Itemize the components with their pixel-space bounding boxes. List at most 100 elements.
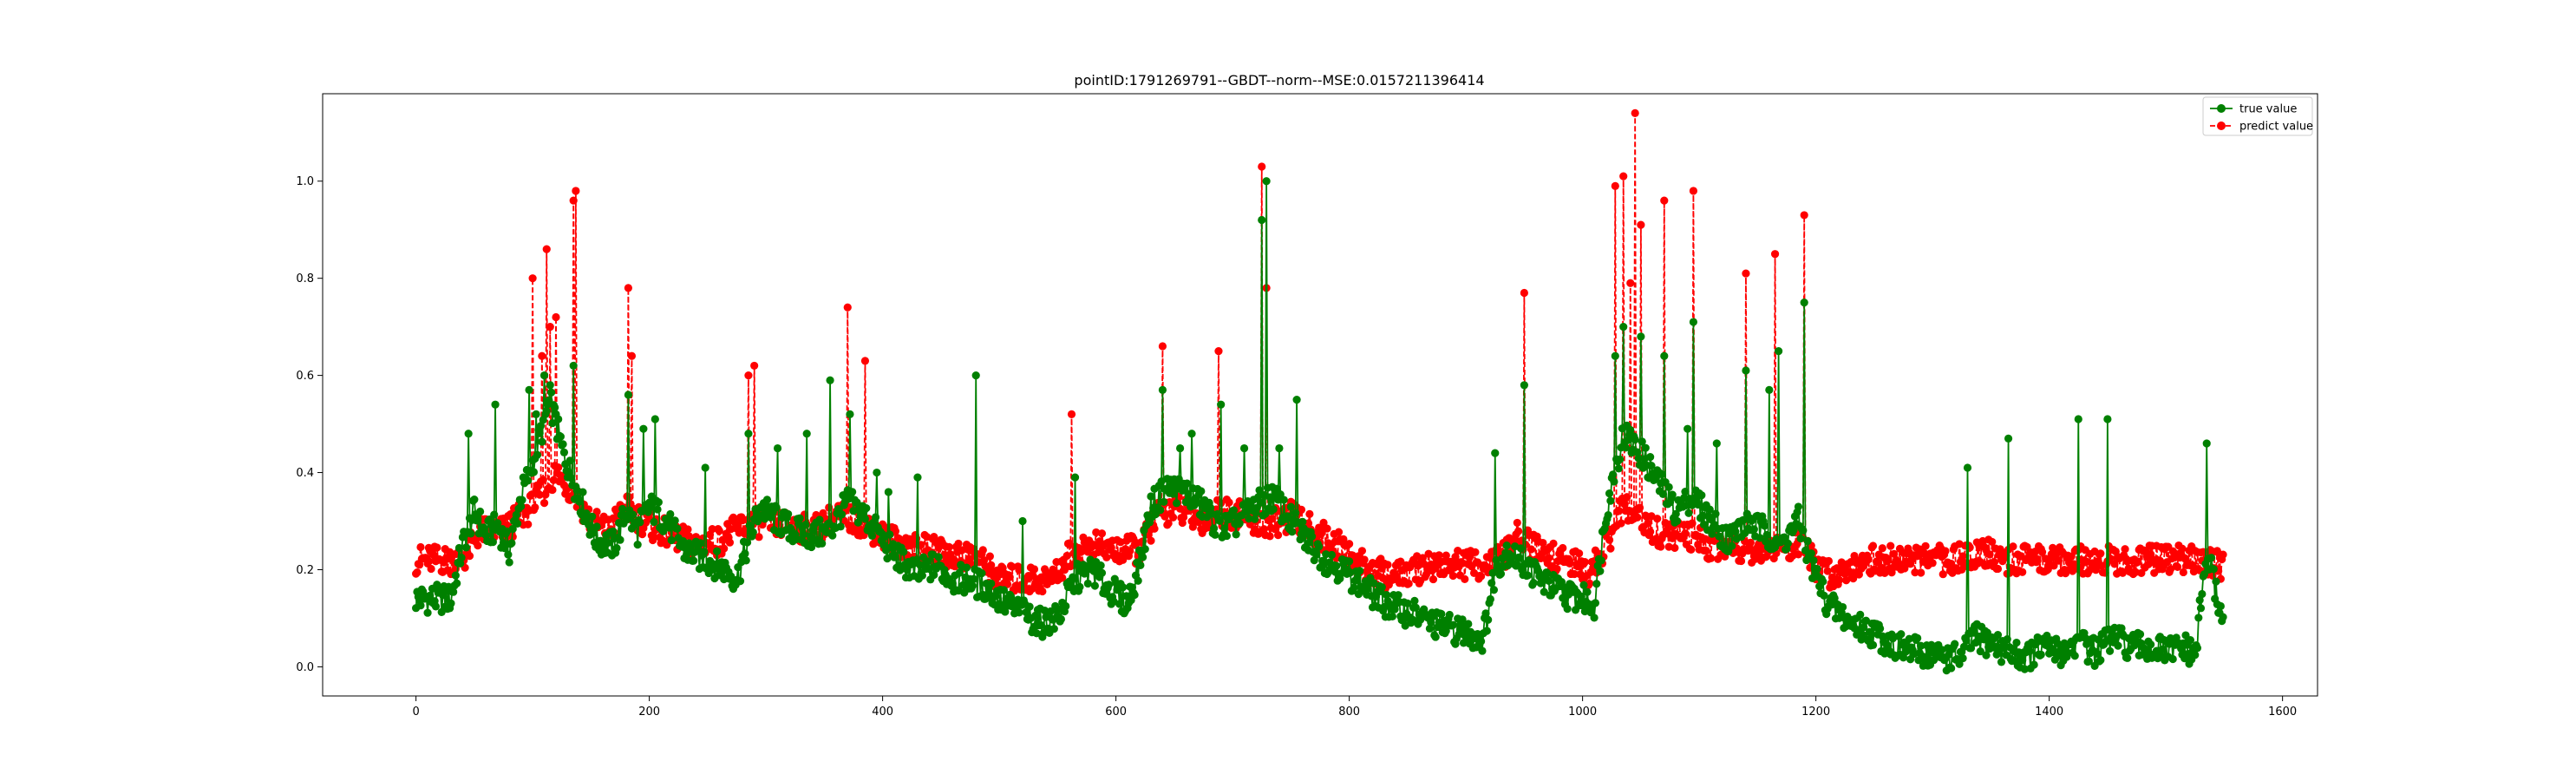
data-point: [2117, 624, 2126, 633]
data-point: [954, 539, 963, 548]
data-point: [1363, 584, 1372, 593]
data-point: [2174, 562, 2182, 571]
data-point: [633, 541, 642, 549]
data-point: [1486, 594, 1494, 604]
data-point: [1217, 400, 1226, 409]
data-point: [533, 450, 542, 459]
data-point: [836, 522, 845, 531]
data-point: [802, 430, 811, 438]
legend: true value predict value: [2202, 96, 2313, 136]
data-point: [565, 468, 573, 476]
data-point: [884, 488, 892, 496]
data-point: [1850, 551, 1859, 561]
data-point: [474, 515, 482, 523]
data-point: [1097, 529, 1107, 538]
data-point: [1614, 464, 1623, 473]
data-point: [1429, 574, 1438, 584]
data-point: [419, 587, 428, 596]
data-point: [1962, 636, 1971, 646]
data-point: [701, 463, 709, 472]
data-point: [1883, 640, 1892, 649]
data-point: [2114, 641, 2122, 650]
data-point: [1606, 496, 1615, 505]
data-point: [1911, 568, 1919, 577]
data-point: [1566, 559, 1574, 568]
data-point: [807, 542, 816, 552]
data-point: [1232, 530, 1240, 539]
data-point: [1619, 323, 1628, 331]
data-point: [837, 510, 847, 519]
legend-label-true-value: true value: [2239, 103, 2297, 116]
data-point: [1115, 600, 1124, 608]
x-tick-label: 400: [872, 706, 893, 719]
data-point: [860, 515, 870, 523]
data-point: [1917, 568, 1925, 577]
data-point: [1008, 562, 1017, 571]
data-point: [1884, 555, 1893, 564]
data-point: [1235, 519, 1244, 528]
data-point: [1688, 501, 1697, 509]
data-point: [1637, 332, 1645, 341]
data-point: [547, 388, 556, 397]
data-point: [2082, 640, 2091, 648]
data-point: [465, 552, 474, 561]
data-point: [2054, 556, 2063, 565]
data-point: [1631, 108, 1639, 117]
chart-title: pointID:1791269791--GBDT--norm--MSE:0.01…: [1074, 72, 1484, 89]
data-point: [1383, 591, 1391, 600]
data-point: [2216, 601, 2225, 611]
data-point: [843, 303, 852, 312]
data-point: [569, 361, 578, 371]
data-point: [1611, 181, 1619, 190]
data-point: [1323, 524, 1331, 533]
data-point: [918, 571, 926, 580]
data-point: [1549, 539, 1558, 548]
data-point: [1689, 187, 1698, 195]
data-point: [1484, 615, 1493, 624]
data-point: [535, 429, 544, 437]
data-point: [566, 456, 574, 465]
data-point: [1442, 551, 1450, 560]
data-point: [1176, 443, 1185, 453]
data-point: [1298, 517, 1307, 526]
data-point: [1684, 509, 1693, 517]
data-point: [1513, 518, 1521, 528]
data-point: [1431, 633, 1440, 641]
data-point: [453, 579, 461, 587]
data-point: [1559, 594, 1567, 602]
data-point: [1005, 573, 1014, 581]
data-point: [1820, 591, 1828, 600]
data-point: [1864, 555, 1873, 564]
data-point: [1339, 535, 1348, 543]
data-point: [1928, 559, 1937, 568]
data-point: [524, 476, 533, 485]
data-point: [1688, 519, 1697, 528]
data-point: [433, 543, 441, 552]
data-point: [971, 371, 980, 380]
data-point: [1540, 587, 1548, 596]
data-point: [1003, 580, 1012, 588]
data-point: [1765, 385, 1774, 394]
data-point: [416, 601, 425, 610]
data-point: [1130, 590, 1139, 600]
x-tick-label: 0: [412, 706, 419, 719]
data-point: [1886, 541, 1895, 550]
data-point: [1523, 571, 1533, 580]
data-point: [528, 274, 537, 283]
data-point: [1197, 487, 1206, 496]
data-point: [1305, 509, 1314, 518]
data-point: [750, 361, 759, 371]
data-point: [1334, 528, 1344, 536]
data-point: [1214, 347, 1223, 356]
data-point: [2053, 639, 2062, 647]
data-point: [725, 538, 735, 547]
data-point: [2193, 644, 2202, 653]
data-point: [1803, 536, 1812, 546]
data-point: [1090, 581, 1100, 590]
data-point: [1838, 602, 1847, 612]
data-point: [1520, 288, 1528, 298]
data-point: [1158, 342, 1167, 351]
data-point: [2009, 542, 2017, 551]
data-point: [1403, 599, 1412, 608]
data-point: [1985, 550, 1994, 559]
